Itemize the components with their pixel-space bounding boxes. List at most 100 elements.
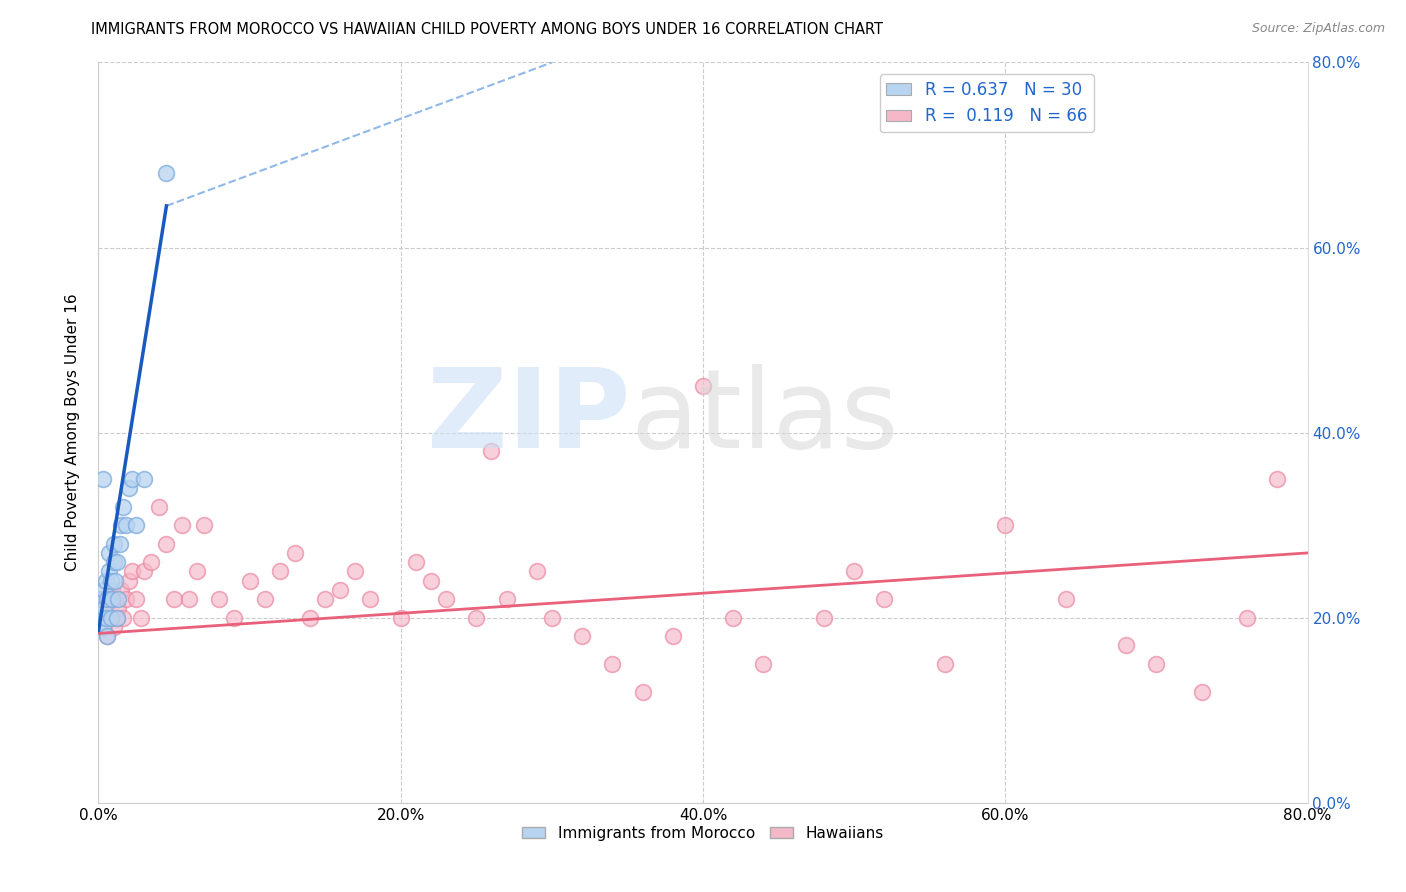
Point <box>103 536 125 550</box>
Point <box>96 629 118 643</box>
Point <box>420 574 443 588</box>
Point <box>481 444 503 458</box>
Point <box>91 620 114 634</box>
Point <box>111 610 134 624</box>
Point <box>125 518 148 533</box>
Text: ZIP: ZIP <box>427 364 630 471</box>
Point <box>723 610 745 624</box>
Point <box>155 166 177 180</box>
Point <box>752 657 775 671</box>
Point <box>111 500 134 514</box>
Point <box>526 565 548 579</box>
Point <box>186 565 208 579</box>
Point <box>100 610 122 624</box>
Point <box>89 610 111 624</box>
Point <box>94 574 117 588</box>
Point <box>96 629 118 643</box>
Point <box>110 582 132 597</box>
Point <box>631 685 654 699</box>
Point <box>389 610 412 624</box>
Point <box>994 518 1017 533</box>
Point <box>132 472 155 486</box>
Point <box>155 536 177 550</box>
Point <box>100 610 122 624</box>
Text: atlas: atlas <box>630 364 898 471</box>
Point <box>118 481 141 495</box>
Point <box>269 565 291 579</box>
Point <box>105 555 128 569</box>
Point <box>208 592 231 607</box>
Point <box>93 582 115 597</box>
Point <box>360 592 382 607</box>
Point <box>163 592 186 607</box>
Point <box>107 592 129 607</box>
Point <box>465 610 488 624</box>
Point <box>91 472 114 486</box>
Point <box>284 546 307 560</box>
Point <box>118 574 141 588</box>
Point <box>1115 639 1137 653</box>
Point <box>107 601 129 615</box>
Point <box>104 574 127 588</box>
Point <box>148 500 170 514</box>
Point <box>405 555 427 569</box>
Point <box>94 601 117 615</box>
Point <box>224 610 246 624</box>
Point <box>661 629 683 643</box>
Point <box>121 472 143 486</box>
Point <box>108 536 131 550</box>
Point <box>125 592 148 607</box>
Point <box>314 592 336 607</box>
Point <box>1191 685 1213 699</box>
Point <box>1054 592 1077 607</box>
Point <box>844 565 866 579</box>
Point <box>1236 610 1258 624</box>
Point <box>1267 472 1289 486</box>
Point <box>98 546 121 560</box>
Point <box>93 601 115 615</box>
Point <box>179 592 201 607</box>
Point <box>101 592 124 607</box>
Point <box>93 620 115 634</box>
Point <box>94 610 117 624</box>
Point <box>495 592 517 607</box>
Point <box>193 518 215 533</box>
Point <box>540 610 562 624</box>
Point <box>132 565 155 579</box>
Point <box>299 610 322 624</box>
Point <box>105 610 128 624</box>
Point <box>239 574 262 588</box>
Point <box>96 592 118 607</box>
Point <box>934 657 956 671</box>
Point <box>170 518 193 533</box>
Point <box>434 592 457 607</box>
Point <box>105 610 128 624</box>
Point <box>114 518 136 533</box>
Point <box>141 555 163 569</box>
Legend: Immigrants from Morocco, Hawaiians: Immigrants from Morocco, Hawaiians <box>516 820 890 847</box>
Point <box>344 565 367 579</box>
Y-axis label: Child Poverty Among Boys Under 16: Child Poverty Among Boys Under 16 <box>65 293 80 572</box>
Point <box>90 592 112 607</box>
Point <box>110 518 132 533</box>
Text: IMMIGRANTS FROM MOROCCO VS HAWAIIAN CHILD POVERTY AMONG BOYS UNDER 16 CORRELATIO: IMMIGRANTS FROM MOROCCO VS HAWAIIAN CHIL… <box>91 22 883 37</box>
Point <box>813 610 835 624</box>
Point <box>103 555 125 569</box>
Point <box>1144 657 1167 671</box>
Point <box>571 629 593 643</box>
Point <box>129 610 152 624</box>
Point <box>121 565 143 579</box>
Point <box>253 592 276 607</box>
Point <box>104 592 127 607</box>
Point <box>90 610 112 624</box>
Point <box>98 565 121 579</box>
Point <box>329 582 352 597</box>
Point <box>602 657 624 671</box>
Point <box>103 620 125 634</box>
Point <box>98 592 121 607</box>
Text: Source: ZipAtlas.com: Source: ZipAtlas.com <box>1251 22 1385 36</box>
Point <box>692 379 714 393</box>
Point <box>101 582 124 597</box>
Point <box>100 574 122 588</box>
Point <box>91 592 114 607</box>
